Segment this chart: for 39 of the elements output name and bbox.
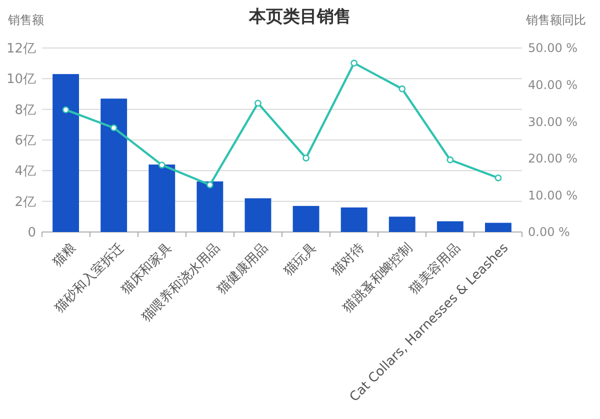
x-tick-label: 猫粮: [50, 240, 80, 270]
y2-axis-title: 销售额同比: [525, 13, 586, 27]
y-tick-label: 12亿: [6, 42, 36, 57]
y2-tick-label: 30.00 %: [528, 114, 578, 129]
y-tick-label: 8亿: [14, 102, 36, 118]
point: [350, 60, 358, 67]
y2-tick-label: 0.00 %: [528, 225, 570, 240]
point: [110, 124, 118, 132]
point: [62, 106, 70, 114]
bar: [244, 198, 272, 232]
y-tick-label: 6亿: [14, 134, 36, 149]
bar: [436, 221, 464, 232]
point: [206, 181, 214, 188]
bar: [52, 74, 79, 232]
bar: [196, 181, 224, 232]
bar: [292, 206, 320, 232]
y2-tick-label: 20.00 %: [528, 152, 578, 166]
point: [494, 174, 502, 182]
y-tick-label: 0: [28, 226, 36, 241]
y2-tick-label: 50.00 %: [528, 41, 578, 56]
y2-tick-label: 10.00 %: [528, 188, 578, 202]
bar: [340, 207, 368, 232]
point: [158, 162, 166, 168]
bar: [388, 216, 416, 232]
chart-title: 本页类目销售: [248, 7, 351, 27]
bar: [148, 164, 176, 232]
bar: [100, 98, 128, 232]
y2-tick-label: 40.00 %: [528, 78, 578, 92]
point: [398, 85, 406, 92]
point: [302, 154, 310, 162]
x-tick-label: 猫对待: [329, 240, 368, 279]
point: [254, 100, 262, 107]
bar: [485, 222, 512, 232]
y-axis-title: 销售额: [7, 13, 44, 27]
y-tick-label: 2亿: [14, 194, 36, 210]
y-tick-label: 10亿: [6, 72, 36, 88]
point: [446, 156, 454, 164]
y-tick-label: 4亿: [14, 164, 36, 180]
x-tick-label: 猫玩具: [281, 240, 320, 279]
